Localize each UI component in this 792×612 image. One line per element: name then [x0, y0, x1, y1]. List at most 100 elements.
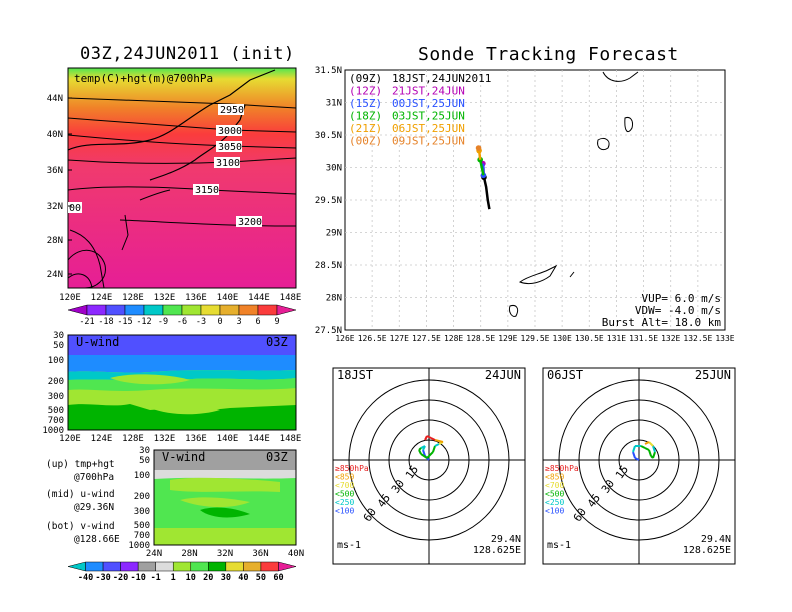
hodograph-unit: ms-1 — [547, 540, 571, 551]
pressure-tick: 30 — [139, 446, 150, 456]
level-legend: ≥850hPa — [545, 464, 579, 473]
level-legend: <100 — [545, 507, 564, 516]
wind-colorbar-label: -40 — [78, 573, 93, 583]
track-param: Burst Alt= 18.0 km — [602, 316, 722, 329]
wind-colorbar-swatch — [243, 561, 262, 572]
temp-colorbar: -21 -18 -15 -12 -9 -6 -3 0 3 6 9 — [67, 304, 297, 327]
wind-colorbar-label: 60 — [273, 573, 283, 583]
lon-tick: 131E — [607, 334, 626, 343]
lon-tick: 132E — [154, 293, 176, 303]
pressure-tick: 700 — [134, 531, 150, 541]
ring-label: 60 — [361, 506, 379, 524]
panel-notes: (up) tmp+hgt @700hPa (mid) u-wind @29.36N (b… — [46, 459, 120, 545]
track-param: VUP= 6.0 m/s — [642, 292, 721, 305]
legend-code: (00Z) — [349, 135, 382, 148]
uwind-label: U-wind — [76, 335, 119, 349]
ring-label: 15 — [403, 463, 421, 481]
wind-colorbar-label: -10 — [130, 573, 145, 583]
ring-label: 30 — [599, 477, 617, 495]
lon-tick: 129.5E — [521, 334, 550, 343]
pressure-tick: 200 — [48, 377, 64, 387]
temp-colorbar-label: 9 — [274, 317, 279, 327]
temp-height-map — [67, 67, 297, 289]
legend-code: (18Z) — [349, 110, 382, 123]
level-legend: ≥850hPa — [335, 464, 369, 473]
hodograph-date: 24JUN — [485, 368, 521, 382]
temp-colorbar-swatch — [200, 304, 221, 316]
temp-colorbar-swatch — [257, 304, 278, 316]
lon-tick: 148E — [280, 293, 302, 303]
lon-tick: 132.5E — [683, 334, 712, 343]
hodograph-unit: ms-1 — [337, 540, 361, 551]
track-point — [475, 145, 482, 151]
wind-colorbar-label: 10 — [186, 573, 196, 583]
note-line: (up) tmp+hgt — [46, 459, 115, 470]
pressure-tick: 500 — [48, 406, 64, 416]
lon-tick: 144E — [248, 293, 270, 303]
wind-colorbar-label: -1 — [151, 573, 161, 583]
lon-tick: 132E — [154, 434, 176, 444]
hodograph-segment — [418, 449, 422, 455]
pressure-tick: 300 — [48, 392, 64, 402]
contour-label-3050: 3050 — [218, 142, 242, 153]
track-map — [344, 69, 726, 331]
legend-time: 00JST,25JUN — [392, 97, 465, 110]
wind-colorbar-swatch — [85, 561, 104, 572]
hodograph-segment — [420, 453, 428, 459]
temp-colorbar-swatch — [105, 304, 126, 316]
temp-colorbar-swatch — [219, 304, 240, 316]
hodograph-segment — [632, 451, 636, 459]
lon-tick: 127.5E — [412, 334, 441, 343]
wind-colorbar-label: -20 — [113, 573, 128, 583]
hodograph-segment — [434, 443, 440, 447]
wind-colorbar-label: 50 — [256, 573, 266, 583]
hodograph-lat: 29.4N — [701, 534, 731, 545]
level-legend: <250 — [545, 498, 564, 507]
ring-label: 30 — [389, 477, 407, 495]
level-legend: <700 — [545, 481, 564, 490]
lat-tick: 36N — [252, 549, 268, 559]
temp-colorbar-label: -18 — [98, 317, 113, 327]
lat-tick: 30N — [326, 164, 342, 174]
wind-colorbar-swatch — [137, 561, 156, 572]
temp-colorbar-label: -9 — [158, 317, 168, 327]
ring-label: 60 — [571, 506, 589, 524]
hodograph-segment — [632, 445, 636, 453]
ring-label: 45 — [585, 492, 603, 510]
track-line — [482, 176, 491, 210]
legend-time: 21JST,24JUN — [392, 85, 465, 98]
temp-colorbar-swatch — [238, 304, 259, 316]
legend-code: (15Z) — [349, 97, 382, 110]
wind-colorbar-label: -30 — [95, 573, 110, 583]
wind-colorbar-swatch — [67, 561, 86, 572]
ring-label: 15 — [613, 463, 631, 481]
wind-colorbar-swatch — [208, 561, 227, 572]
lon-tick: 140E — [217, 434, 239, 444]
level-legend: <850 — [545, 473, 564, 482]
temp-colorbar-label: 0 — [217, 317, 222, 327]
lon-tick: 124E — [91, 434, 113, 444]
vwind-time: 03Z — [266, 450, 288, 464]
lat-tick: 31N — [326, 99, 342, 109]
hodograph-lon: 128.625E — [683, 545, 731, 556]
lon-tick: 132E — [661, 334, 680, 343]
note-line: (mid) u-wind — [46, 489, 115, 500]
note-line: @128.66E — [74, 534, 120, 545]
contour-labels: 2950 3000 3050 3100 3150 3200 00 — [68, 104, 262, 228]
pressure-tick: 50 — [53, 341, 64, 351]
wind-colorbar-label: 20 — [203, 573, 213, 583]
lat-tick: 32N — [47, 202, 63, 212]
lon-tick: 128.5E — [466, 334, 495, 343]
temp-colorbar-label: -21 — [79, 317, 94, 327]
level-legend: <500 — [545, 490, 564, 499]
left-title: 03Z,24JUN2011 (init) — [80, 44, 295, 64]
lat-tick: 40N — [288, 549, 304, 559]
hodograph-segment — [420, 445, 426, 449]
track-lon-ticks: 126E 126.5E 127E 127.5E 128E 128.5E 129E 129.5E… — [335, 334, 734, 343]
lon-tick: 127E — [390, 334, 409, 343]
temp-colorbar-swatch — [162, 304, 183, 316]
lat-tick: 28.5N — [315, 261, 342, 271]
vwind-panel — [153, 449, 297, 546]
wind-colorbar-label: 40 — [238, 573, 248, 583]
